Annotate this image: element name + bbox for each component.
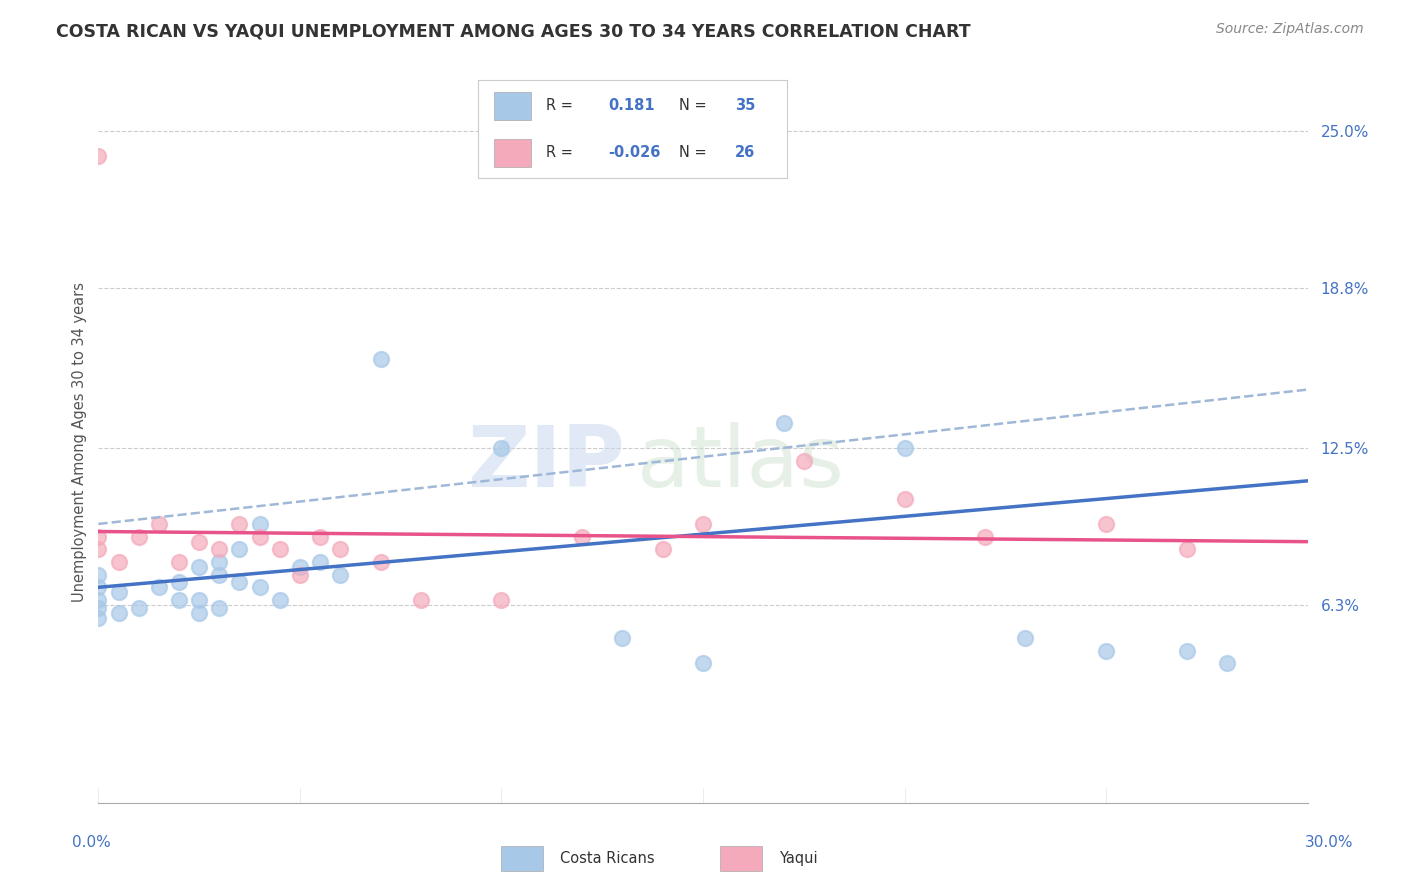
FancyBboxPatch shape <box>501 847 543 871</box>
Point <box>167 593 190 607</box>
Point <box>571 530 593 544</box>
Point <box>107 555 129 569</box>
Text: COSTA RICAN VS YAQUI UNEMPLOYMENT AMONG AGES 30 TO 34 YEARS CORRELATION CHART: COSTA RICAN VS YAQUI UNEMPLOYMENT AMONG … <box>56 22 972 40</box>
Text: atlas: atlas <box>637 422 845 505</box>
Text: 35: 35 <box>735 98 755 113</box>
Point <box>188 593 211 607</box>
Point <box>1175 542 1198 557</box>
Text: N =: N = <box>679 145 707 161</box>
Point <box>269 542 291 557</box>
Point <box>1014 631 1036 645</box>
Point <box>409 593 432 607</box>
Point <box>269 593 291 607</box>
Point <box>208 542 231 557</box>
Text: 0.181: 0.181 <box>607 98 655 113</box>
Point <box>1095 643 1118 657</box>
Point <box>228 575 250 590</box>
Point <box>288 560 311 574</box>
Text: Yaqui: Yaqui <box>779 851 817 866</box>
Text: N =: N = <box>679 98 707 113</box>
Point <box>1216 657 1239 671</box>
Point <box>309 530 332 544</box>
Point <box>208 567 231 582</box>
FancyBboxPatch shape <box>494 139 530 167</box>
Point <box>329 567 352 582</box>
Text: 0.0%: 0.0% <box>72 836 111 850</box>
Point <box>188 606 211 620</box>
Point <box>893 441 915 455</box>
Point <box>651 542 673 557</box>
Point <box>167 575 190 590</box>
Text: R =: R = <box>546 98 574 113</box>
Point <box>107 585 129 599</box>
Point <box>148 580 170 594</box>
Point <box>208 555 231 569</box>
Point <box>692 516 714 531</box>
Point <box>188 560 211 574</box>
Y-axis label: Unemployment Among Ages 30 to 34 years: Unemployment Among Ages 30 to 34 years <box>72 282 87 601</box>
Point <box>188 534 211 549</box>
Point <box>329 542 352 557</box>
Point <box>107 606 129 620</box>
Point <box>87 600 110 615</box>
Point <box>167 555 190 569</box>
Point <box>370 352 392 367</box>
Point <box>793 453 815 467</box>
Point <box>288 567 311 582</box>
FancyBboxPatch shape <box>494 92 530 120</box>
Text: Costa Ricans: Costa Ricans <box>560 851 654 866</box>
Point <box>612 631 634 645</box>
Point <box>87 567 110 582</box>
Point <box>228 542 250 557</box>
Point <box>87 580 110 594</box>
Point <box>87 542 110 557</box>
Point <box>87 611 110 625</box>
Point <box>1095 516 1118 531</box>
Point <box>87 530 110 544</box>
Point <box>148 516 170 531</box>
Point <box>772 416 794 430</box>
Point <box>208 600 231 615</box>
Text: 30.0%: 30.0% <box>1305 836 1353 850</box>
Point <box>309 555 332 569</box>
Point <box>87 593 110 607</box>
Point <box>370 555 392 569</box>
Point <box>974 530 997 544</box>
FancyBboxPatch shape <box>720 847 762 871</box>
Text: -0.026: -0.026 <box>607 145 661 161</box>
Text: Source: ZipAtlas.com: Source: ZipAtlas.com <box>1216 22 1364 37</box>
Point <box>249 580 271 594</box>
Text: ZIP: ZIP <box>467 422 624 505</box>
Point <box>491 593 513 607</box>
Text: 26: 26 <box>735 145 755 161</box>
Point <box>692 657 714 671</box>
Point <box>893 491 915 506</box>
Point <box>249 530 271 544</box>
Text: R =: R = <box>546 145 574 161</box>
Point <box>249 516 271 531</box>
Point <box>228 516 250 531</box>
Point <box>128 530 150 544</box>
Point <box>128 600 150 615</box>
Point <box>491 441 513 455</box>
Point <box>87 149 110 163</box>
Point <box>1175 643 1198 657</box>
